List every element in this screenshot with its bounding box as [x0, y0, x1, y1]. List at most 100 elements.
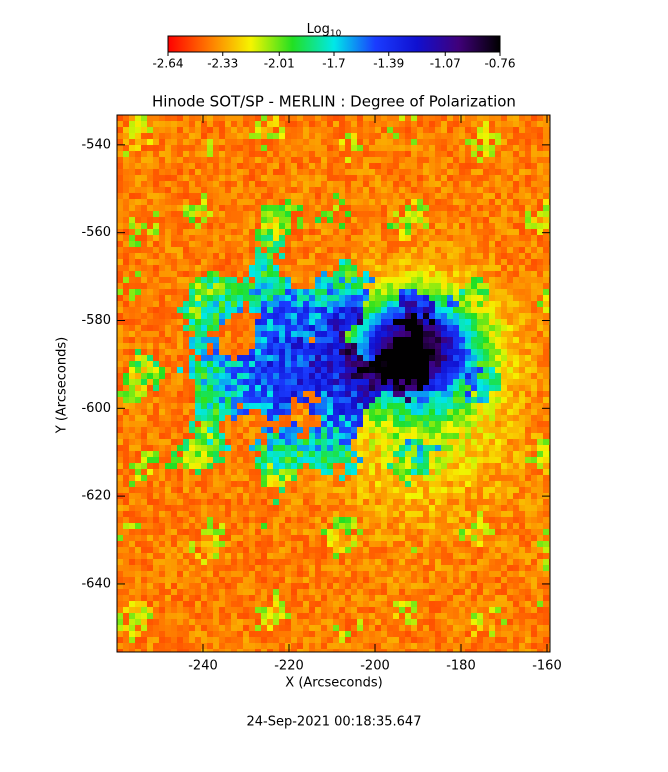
- heatmap-cell: [393, 253, 399, 259]
- heatmap-cell: [243, 457, 249, 463]
- heatmap-cell: [345, 433, 351, 439]
- heatmap-cell: [129, 415, 135, 421]
- heatmap-cell: [285, 499, 291, 505]
- heatmap-cell: [411, 121, 417, 127]
- heatmap-cell: [219, 205, 225, 211]
- heatmap-cell: [327, 517, 333, 523]
- heatmap-cell: [177, 613, 183, 619]
- heatmap-cell: [399, 253, 405, 259]
- heatmap-cell: [405, 583, 411, 589]
- heatmap-cell: [141, 523, 147, 529]
- heatmap-cell: [117, 457, 123, 463]
- heatmap-cell: [381, 577, 387, 583]
- heatmap-cell: [237, 499, 243, 505]
- heatmap-cell: [285, 535, 291, 541]
- heatmap-cell: [183, 283, 189, 289]
- heatmap-cell: [255, 271, 261, 277]
- heatmap-cell: [117, 505, 123, 511]
- heatmap-cell: [123, 307, 129, 313]
- heatmap-cell: [363, 439, 369, 445]
- heatmap-cell: [375, 241, 381, 247]
- heatmap-cell: [411, 259, 417, 265]
- heatmap-cell: [291, 529, 297, 535]
- heatmap-cell: [285, 589, 291, 595]
- heatmap-cell: [369, 217, 375, 223]
- heatmap-cell: [279, 133, 285, 139]
- heatmap-cell: [339, 373, 345, 379]
- heatmap-cell: [333, 301, 339, 307]
- heatmap-cell: [171, 469, 177, 475]
- heatmap-cell: [249, 451, 255, 457]
- heatmap-cell: [117, 523, 123, 529]
- heatmap-cell: [369, 253, 375, 259]
- heatmap-cell: [135, 169, 141, 175]
- heatmap-cell: [405, 157, 411, 163]
- heatmap-cell: [123, 235, 129, 241]
- heatmap-cell: [153, 523, 159, 529]
- heatmap-cell: [435, 373, 441, 379]
- heatmap-cell: [261, 385, 267, 391]
- heatmap-cell: [189, 625, 195, 631]
- heatmap-cell: [123, 211, 129, 217]
- heatmap-cell: [363, 127, 369, 133]
- heatmap-cell: [249, 625, 255, 631]
- heatmap-cell: [147, 517, 153, 523]
- heatmap-cell: [363, 139, 369, 145]
- heatmap-cell: [285, 175, 291, 181]
- heatmap-cell: [363, 187, 369, 193]
- heatmap-cell: [183, 181, 189, 187]
- heatmap-cell: [147, 169, 153, 175]
- heatmap-cell: [441, 553, 447, 559]
- heatmap-cell: [345, 133, 351, 139]
- heatmap-cell: [243, 253, 249, 259]
- heatmap-cell: [129, 541, 135, 547]
- heatmap-cell: [135, 421, 141, 427]
- heatmap-cell: [123, 475, 129, 481]
- heatmap-cell: [273, 379, 279, 385]
- heatmap-cell: [351, 175, 357, 181]
- heatmap-cell: [147, 421, 153, 427]
- heatmap-cell: [141, 643, 147, 649]
- heatmap-cell: [369, 475, 375, 481]
- heatmap-cell: [231, 529, 237, 535]
- heatmap-cell: [279, 229, 285, 235]
- heatmap-cell: [117, 313, 123, 319]
- heatmap-cell: [165, 325, 171, 331]
- heatmap-cell: [345, 481, 351, 487]
- heatmap-cell: [195, 223, 201, 229]
- heatmap-cell: [351, 559, 357, 565]
- heatmap-cell: [141, 511, 147, 517]
- heatmap-cell: [243, 139, 249, 145]
- heatmap-cell: [399, 229, 405, 235]
- heatmap-cell: [363, 457, 369, 463]
- heatmap-cell: [429, 523, 435, 529]
- heatmap-cell: [141, 313, 147, 319]
- heatmap-cell: [195, 535, 201, 541]
- heatmap-cell: [279, 577, 285, 583]
- heatmap-cell: [345, 427, 351, 433]
- heatmap-cell: [165, 235, 171, 241]
- heatmap-cell: [273, 259, 279, 265]
- heatmap-cell: [381, 145, 387, 151]
- heatmap-cell: [291, 547, 297, 553]
- heatmap-cell: [429, 553, 435, 559]
- heatmap-cell: [429, 559, 435, 565]
- heatmap-cell: [231, 565, 237, 571]
- heatmap-cell: [375, 409, 381, 415]
- heatmap-cell: [213, 625, 219, 631]
- heatmap-cell: [297, 583, 303, 589]
- heatmap-cell: [231, 601, 237, 607]
- heatmap-cell: [261, 421, 267, 427]
- heatmap-cell: [291, 205, 297, 211]
- heatmap-cell: [201, 235, 207, 241]
- heatmap-cell: [189, 391, 195, 397]
- heatmap-cell: [255, 349, 261, 355]
- heatmap-cell: [213, 475, 219, 481]
- heatmap-cell: [213, 403, 219, 409]
- heatmap-cell: [399, 277, 405, 283]
- heatmap-cell: [279, 259, 285, 265]
- heatmap-cell: [243, 553, 249, 559]
- heatmap-cell: [165, 499, 171, 505]
- heatmap-cell: [243, 499, 249, 505]
- heatmap-cell: [261, 325, 267, 331]
